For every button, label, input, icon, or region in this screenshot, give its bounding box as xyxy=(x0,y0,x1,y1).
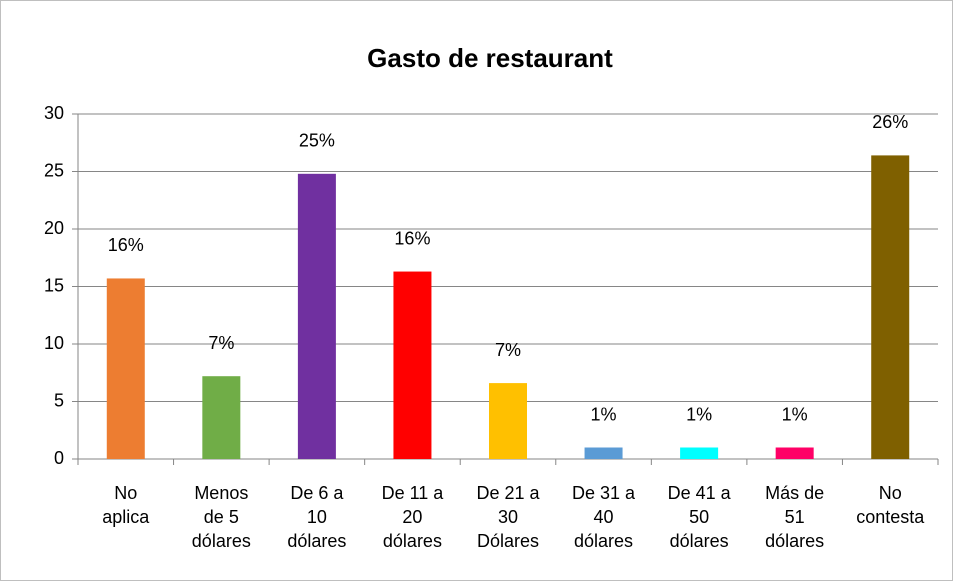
x-tick-label: No aplica xyxy=(102,483,150,527)
data-label: 7% xyxy=(495,340,521,360)
bar xyxy=(106,278,145,459)
x-tick-label: No contesta xyxy=(856,483,925,527)
data-label: 16% xyxy=(108,235,144,255)
data-label: 1% xyxy=(591,404,617,424)
bar xyxy=(871,155,910,459)
bar xyxy=(775,447,814,459)
y-tick-label: 15 xyxy=(44,275,64,295)
y-tick-label: 0 xyxy=(54,448,64,468)
y-tick-label: 30 xyxy=(44,103,64,123)
x-tick-label: Menos de 5 dólares xyxy=(191,483,251,551)
bar xyxy=(393,271,432,459)
data-label: 16% xyxy=(394,228,430,248)
data-label: 1% xyxy=(686,404,712,424)
bar xyxy=(489,383,527,459)
data-label: 1% xyxy=(782,404,808,424)
x-tick-label: Más de 51 dólares xyxy=(765,483,825,551)
y-tick-label: 25 xyxy=(44,160,64,180)
x-tick-label: De 6 a 10 dólares xyxy=(287,483,347,551)
bar xyxy=(680,447,719,459)
data-label: 25% xyxy=(299,131,335,151)
y-tick-label: 10 xyxy=(44,333,64,353)
data-label: 26% xyxy=(872,112,908,132)
bar xyxy=(202,376,241,459)
chart-title: Gasto de restaurant xyxy=(367,43,613,73)
y-tick-label: 5 xyxy=(54,390,64,410)
bar xyxy=(584,447,623,459)
data-label: 7% xyxy=(208,333,234,353)
x-tick-label: De 21 a 30 Dólares xyxy=(476,483,540,551)
y-tick-label: 20 xyxy=(44,218,64,238)
x-tick-label: De 11 a 20 dólares xyxy=(381,483,444,551)
x-tick-label: De 41 a 50 dólares xyxy=(667,483,731,551)
x-tick-label: De 31 a 40 dólares xyxy=(572,483,636,551)
bar xyxy=(297,173,336,460)
